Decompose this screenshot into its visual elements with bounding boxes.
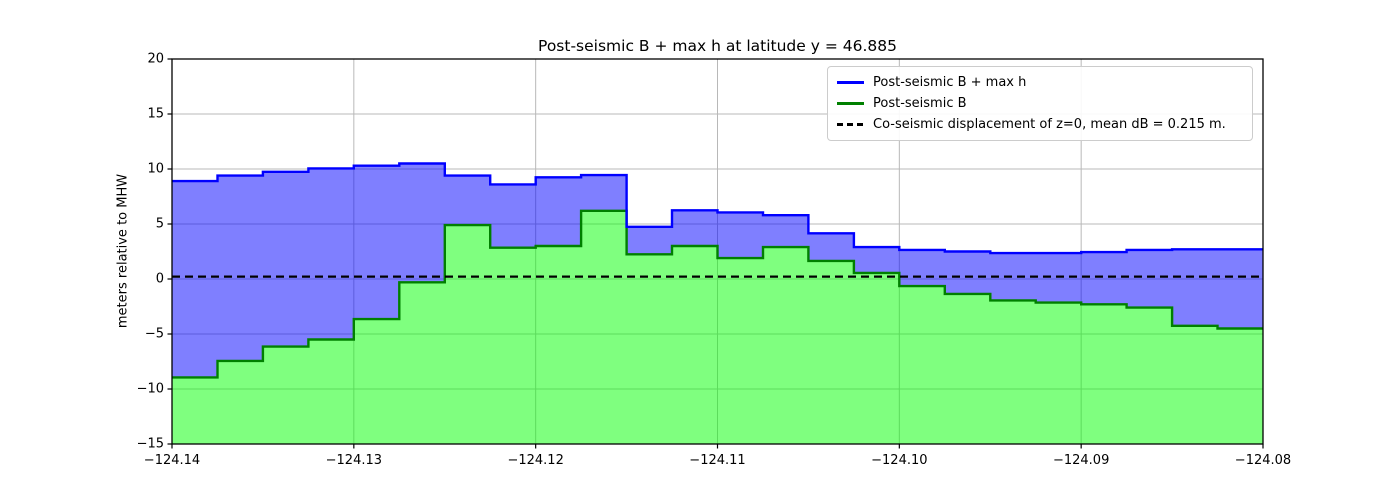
y-tick-label: 15 — [147, 106, 164, 122]
line-post-seismic-B — [172, 209, 1263, 379]
y-axis-label: meters relative to MHW — [115, 173, 131, 329]
area-post-seismic-B-plus-max-h — [172, 163, 1263, 378]
y-tick-label: −10 — [136, 381, 164, 397]
legend-line-green-icon — [837, 102, 864, 105]
y-tick-label: −5 — [144, 326, 164, 342]
legend-entry-blue: Post-seismic B + max h — [837, 72, 1244, 93]
line-post-seismic-B-plus-max-h — [172, 162, 1263, 255]
legend-label: Post-seismic B + max h — [873, 75, 1027, 90]
legend-label: Post-seismic B — [873, 96, 967, 111]
x-tick-label: −124.13 — [325, 453, 383, 468]
legend-line-blue-icon — [837, 81, 864, 84]
x-tick-label: −124.10 — [871, 453, 928, 468]
y-tick-label: 5 — [155, 216, 164, 232]
legend-label: Co-seismic displacement of z=0, mean dB … — [873, 117, 1226, 132]
x-tick-label: −124.12 — [507, 453, 564, 468]
y-tick-label: 20 — [147, 51, 164, 67]
legend-entry-dashed: Co-seismic displacement of z=0, mean dB … — [837, 114, 1244, 135]
x-tick-label: −124.09 — [1052, 453, 1110, 468]
y-tick-label: 0 — [155, 271, 164, 287]
area-post-seismic-B — [172, 210, 1263, 444]
legend-line-dashed-icon — [837, 123, 864, 126]
legend: Post-seismic B + max h Post-seismic B Co… — [827, 66, 1253, 141]
y-tick-label: −15 — [136, 436, 164, 452]
x-tick-label: −124.08 — [1234, 453, 1292, 468]
x-tick-label: −124.14 — [143, 453, 201, 468]
chart-title: Post-seismic B + max h at latitude y = 4… — [538, 37, 897, 55]
x-tick-label: −124.11 — [689, 453, 746, 468]
y-tick-label: 10 — [147, 161, 164, 177]
legend-entry-green: Post-seismic B — [837, 93, 1244, 114]
